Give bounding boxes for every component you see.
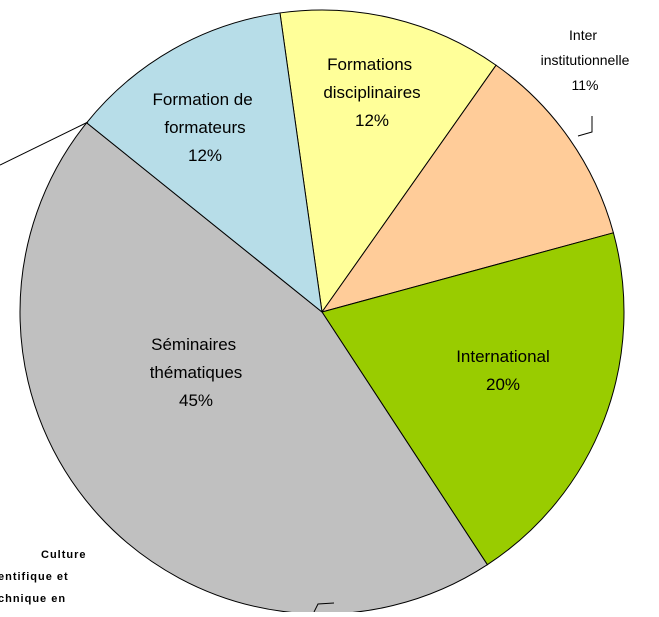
annotation: chnique en	[0, 593, 66, 605]
leader-line	[577, 116, 593, 137]
pie	[19, 9, 625, 615]
slice-label: Formations disciplinaires	[323, 55, 420, 102]
slice	[19, 122, 489, 615]
value-label: 12%	[355, 111, 389, 130]
slice	[320, 64, 615, 313]
value-label: 45%	[179, 391, 213, 410]
annotation: entifique et	[0, 571, 69, 583]
value-label: 20%	[486, 375, 520, 394]
slice	[85, 12, 323, 314]
value-label: 11%	[572, 77, 599, 93]
value-label: 12%	[188, 146, 222, 165]
annotation: Culture	[41, 549, 87, 561]
leader-line	[0, 121, 89, 166]
slice-label: Formation de formateurs	[153, 90, 258, 137]
slice	[321, 232, 625, 566]
slice-label: Séminaires thématiques	[150, 335, 243, 382]
slice-label: Inter institutionnelle	[541, 27, 630, 68]
slice-label: International	[456, 347, 550, 366]
leader-line	[313, 602, 335, 613]
slice	[279, 9, 497, 314]
